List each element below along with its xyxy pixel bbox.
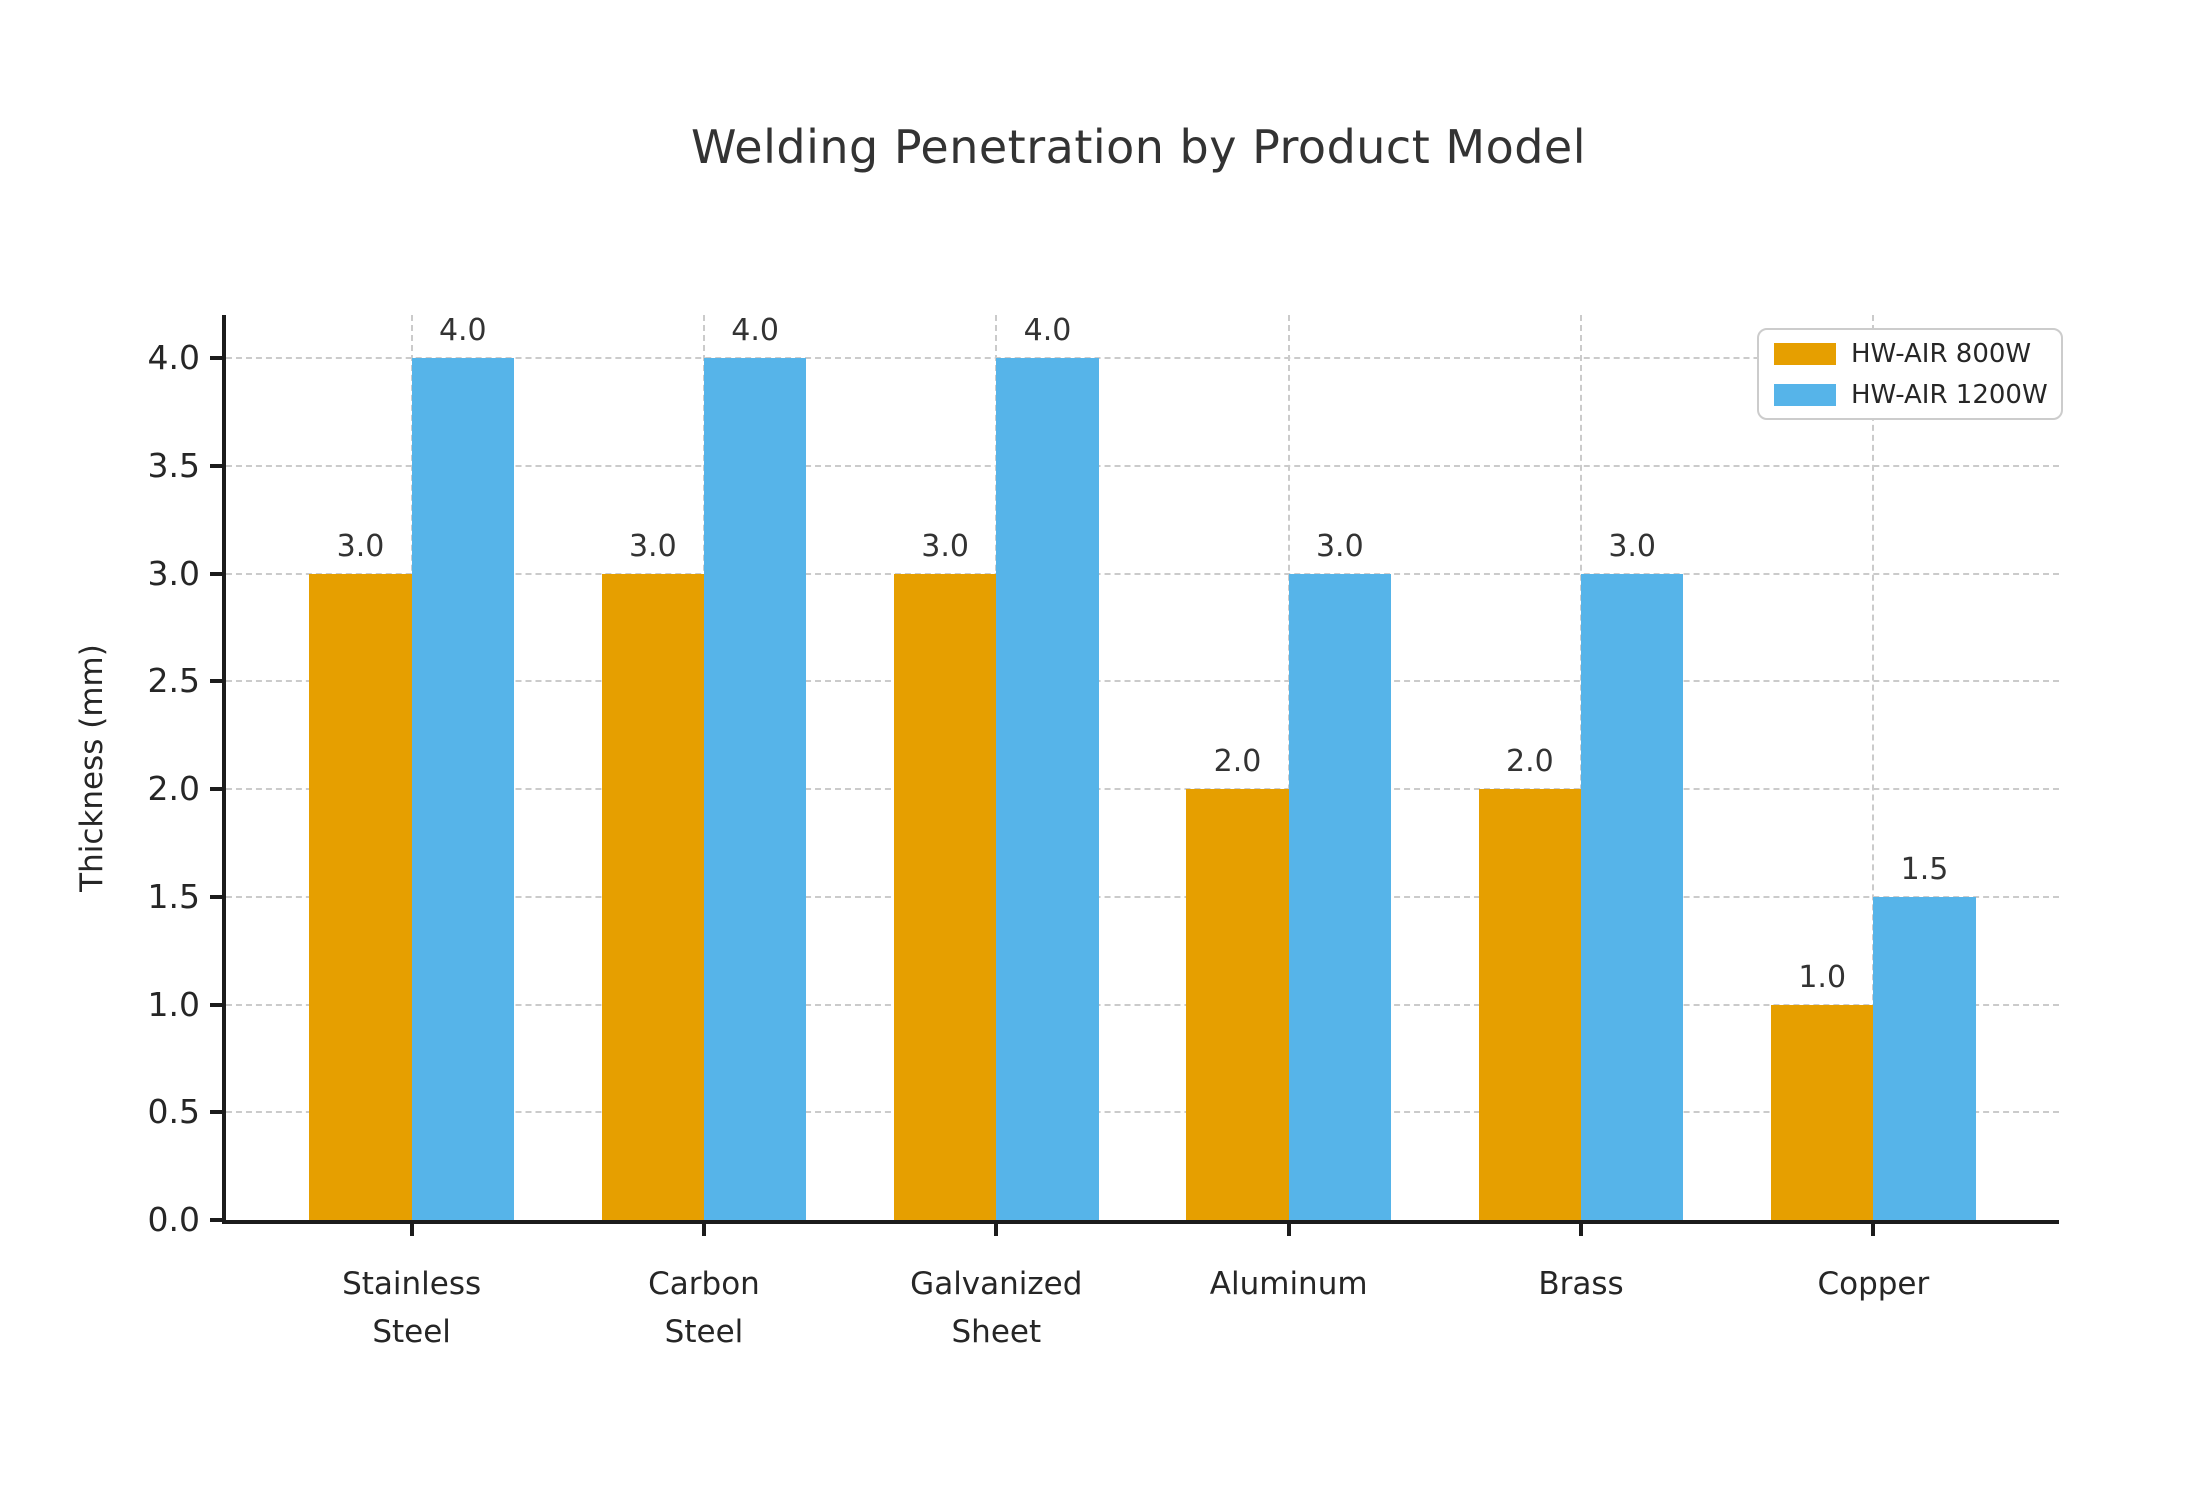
y-gridline xyxy=(226,1003,2059,1006)
bar-hw-air-800w xyxy=(894,573,997,1220)
y-tick-label: 3.0 xyxy=(147,553,200,593)
bar-hw-air-1200w xyxy=(996,358,1099,1220)
bar-value-label: 3.0 xyxy=(628,528,677,564)
x-tick-mark xyxy=(994,1224,999,1236)
y-gridline xyxy=(226,464,2059,467)
bar-value-label: 1.5 xyxy=(1900,851,1949,887)
bar-hw-air-800w xyxy=(1771,1004,1874,1220)
bar-hw-air-1200w xyxy=(411,358,514,1220)
y-tick-label: 3.5 xyxy=(147,445,200,485)
legend-row: HW-AIR 1200W xyxy=(1774,380,2061,410)
y-gridline xyxy=(226,895,2059,898)
bar-value-label: 4.0 xyxy=(731,313,779,349)
y-tick-mark xyxy=(210,1110,222,1115)
x-tick-mark xyxy=(409,1224,414,1236)
y-tick-mark xyxy=(210,1218,222,1222)
legend-row: HW-AIR 800W xyxy=(1774,339,2061,369)
bar-hw-air-800w xyxy=(1478,789,1581,1220)
y-gridline xyxy=(226,572,2059,575)
bar-hw-air-800w xyxy=(1186,789,1289,1220)
chart-title: Welding Penetration by Product Model xyxy=(691,120,1586,174)
y-gridline xyxy=(226,1111,2059,1114)
x-tick-label: Brass xyxy=(1538,1266,1624,1302)
y-tick-mark xyxy=(210,894,222,899)
x-tick-mark xyxy=(1871,1224,1876,1236)
y-gridline xyxy=(226,788,2059,791)
legend: HW-AIR 800W HW-AIR 1200W xyxy=(1757,328,2063,420)
legend-swatch xyxy=(1774,383,1836,406)
bar-value-label: 1.0 xyxy=(1798,959,1847,995)
y-tick-label: 2.0 xyxy=(147,769,200,809)
legend-swatch xyxy=(1774,342,1836,365)
legend-series-name: HW-AIR 800W xyxy=(1851,338,2032,369)
bar-hw-air-800w xyxy=(601,573,704,1220)
x-tick-mark xyxy=(701,1224,706,1236)
y-tick-label: 0.5 xyxy=(147,1092,200,1132)
bar-value-label: 2.0 xyxy=(1505,744,1554,780)
y-gridline xyxy=(226,357,2059,360)
x-tick-mark xyxy=(1579,1224,1584,1236)
bar-value-label: 3.0 xyxy=(1315,528,1364,564)
y-tick-label: 1.0 xyxy=(147,984,200,1024)
bar-hw-air-1200w xyxy=(703,358,807,1220)
x-tick-label: Carbon Steel xyxy=(648,1266,760,1350)
x-tick-label: Galvanized Sheet xyxy=(910,1266,1083,1350)
y-tick-mark xyxy=(210,1002,222,1007)
x-tick-label: Aluminum xyxy=(1209,1266,1368,1302)
x-gridline xyxy=(1872,315,1875,1220)
bar-hw-air-800w xyxy=(309,573,412,1220)
y-tick-mark xyxy=(210,463,222,468)
y-tick-mark xyxy=(210,679,222,684)
y-tick-label: 0.0 xyxy=(147,1200,200,1239)
bar-value-label: 3.0 xyxy=(921,528,970,564)
y-tick-mark xyxy=(210,787,222,792)
bar-hw-air-1200w xyxy=(1288,573,1391,1220)
bar-value-label: 4.0 xyxy=(438,313,487,349)
y-tick-label: 2.5 xyxy=(147,661,200,701)
y-gridline xyxy=(226,680,2059,683)
bar-hw-air-1200w xyxy=(1873,896,1976,1220)
plot-area: 0.0 0.5 1.0 1.5 2.0 2.5 3.0 3.5 4.0 Stainless Ste… xyxy=(148,313,2059,1350)
x-tick-label: Copper xyxy=(1817,1266,1930,1302)
bar-value-label: 2.0 xyxy=(1213,744,1262,780)
bar-hw-air-1200w xyxy=(1581,573,1684,1220)
y-tick-mark xyxy=(210,356,222,361)
bar-value-label: 4.0 xyxy=(1023,313,1072,349)
y-tick-label: 1.5 xyxy=(147,876,200,916)
legend-series-name: HW-AIR 1200W xyxy=(1851,379,2048,410)
bar-value-label: 3.0 xyxy=(1608,528,1657,564)
bar-value-label: 3.0 xyxy=(336,528,385,564)
x-tick-label: Stainless Steel xyxy=(342,1266,482,1350)
y-tick-label: 4.0 xyxy=(147,338,200,378)
x-tick-mark xyxy=(1286,1224,1291,1236)
y-tick-mark xyxy=(210,571,222,576)
